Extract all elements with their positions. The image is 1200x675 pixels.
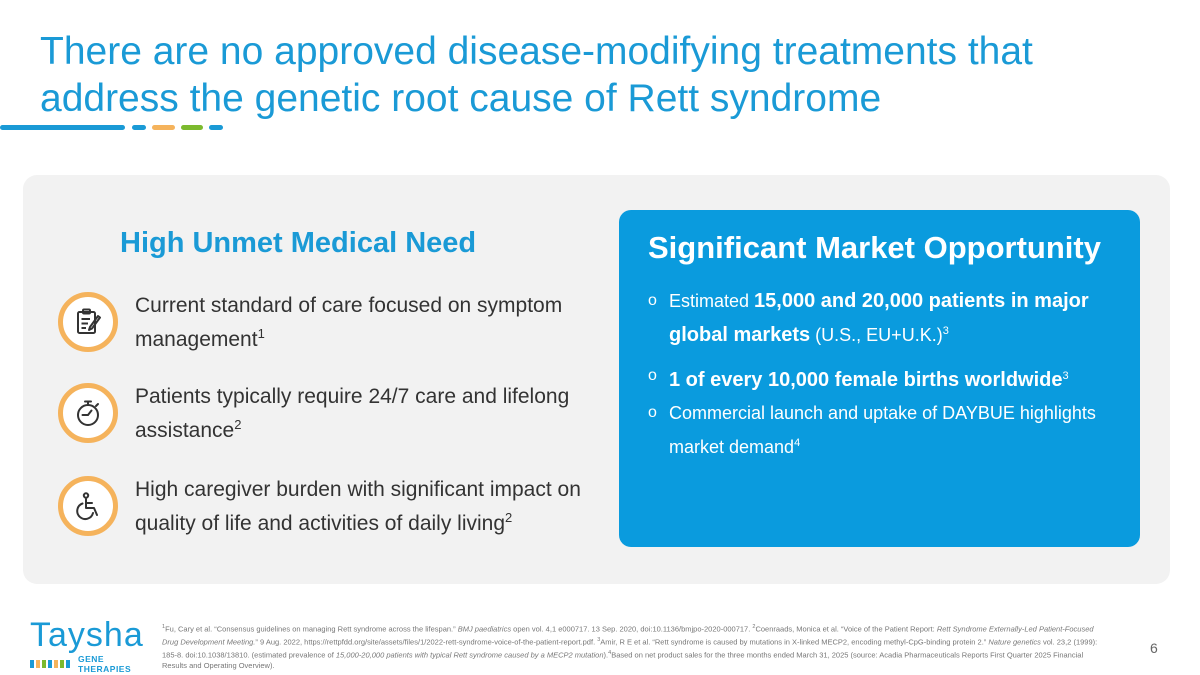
title-underline (0, 125, 125, 130)
accent-dash-blue (132, 125, 146, 130)
footnote-references: 1Fu, Cary et al. “Consensus guidelines o… (162, 624, 1098, 670)
need-text-care: Patients typically require 24/7 care and… (135, 385, 570, 442)
accent-dash-green (181, 125, 203, 130)
need-item-caregiver: High caregiver burden with significant i… (58, 476, 598, 556)
bullet-patient-estimate: o Estimated 15,000 and 20,000 patients i… (648, 286, 1118, 350)
accent-dash-blue-2 (209, 125, 223, 130)
bullet-marker: o (648, 404, 657, 421)
logo-subtitle: GENE THERAPIES (78, 654, 132, 674)
bullet-female-births: o 1 of every 10,000 female births worldw… (648, 361, 1118, 395)
need-item-standard-of-care: Current standard of care focused on symp… (58, 292, 598, 372)
taysha-logo: Taysha GENE THERAPIES (30, 616, 150, 674)
market-opportunity-heading: Significant Market Opportunity (648, 230, 1101, 265)
market-opportunity-box (619, 210, 1140, 547)
bullet-marker: o (648, 367, 657, 384)
logo-bars (30, 655, 74, 668)
need-item-care: Patients typically require 24/7 care and… (58, 383, 598, 463)
accent-dash-orange (152, 125, 175, 130)
page-title: There are no approved disease-modifying … (40, 30, 1033, 120)
logo-wordmark: Taysha (30, 616, 144, 654)
page-number: 6 (1150, 640, 1158, 656)
unmet-need-heading: High Unmet Medical Need (120, 227, 477, 259)
need-text-standard-of-care: Current standard of care focused on symp… (135, 294, 563, 351)
stopwatch-icon (58, 383, 118, 443)
bullet-daybue: o Commercial launch and uptake of DAYBUE… (648, 398, 1118, 462)
bullet-marker: o (648, 292, 657, 309)
wheelchair-icon (58, 476, 118, 536)
need-text-caregiver: High caregiver burden with significant i… (135, 478, 581, 535)
clipboard-icon (58, 292, 118, 352)
